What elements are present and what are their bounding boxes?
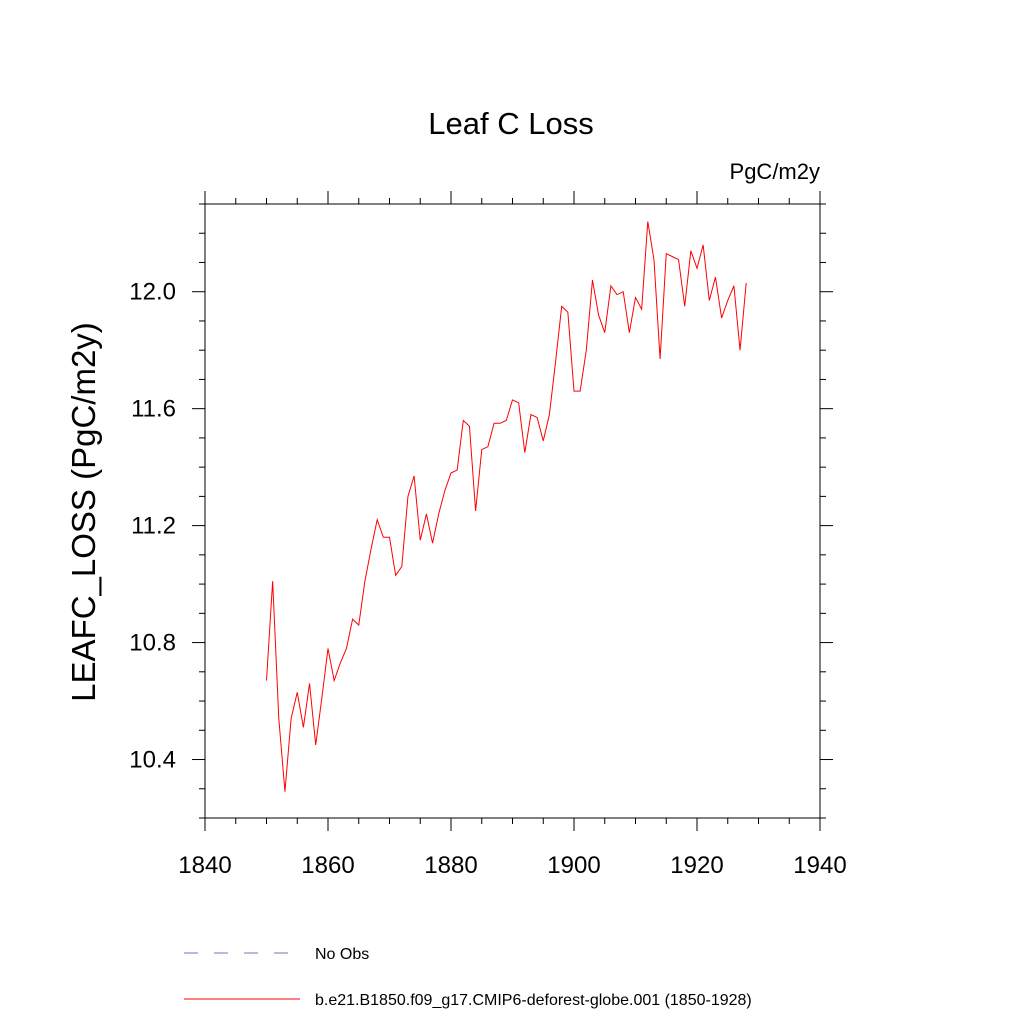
plot-frame [204, 203, 821, 819]
axis-ticks [192, 191, 833, 831]
y-axis-label: LEAFC_LOSS (PgC/m2y) [65, 322, 102, 702]
chart-title: Leaf C Loss [428, 106, 593, 141]
x-tick-label: 1940 [793, 852, 846, 879]
y-tick-label: 10.4 [129, 747, 176, 774]
x-tick-label: 1880 [424, 852, 477, 879]
units-label: PgC/m2y [730, 159, 820, 184]
tick-labels: 1840 1860 1880 1900 1920 1940 10.4 10.8 11.2 11.6… [129, 279, 846, 879]
legend-label-model-run: b.e21.B1850.f09_g17.CMIP6-deforest-globe… [315, 992, 752, 1009]
y-tick-label: 10.8 [129, 630, 176, 657]
series-line-1 [266, 221, 747, 792]
x-tick-label: 1840 [178, 852, 231, 879]
y-tick-label: 11.2 [131, 513, 176, 540]
x-tick-label: 1920 [670, 852, 723, 879]
legend: No Obs b.e21.B1850.f09_g17.CMIP6-defores… [184, 946, 752, 1009]
legend-label-no-obs: No Obs [315, 946, 369, 963]
series-layer [266, 221, 747, 792]
x-tick-label: 1860 [301, 852, 354, 879]
y-tick-label: 12.0 [129, 279, 176, 306]
y-tick-label: 11.6 [131, 396, 176, 423]
x-tick-label: 1900 [547, 852, 600, 879]
